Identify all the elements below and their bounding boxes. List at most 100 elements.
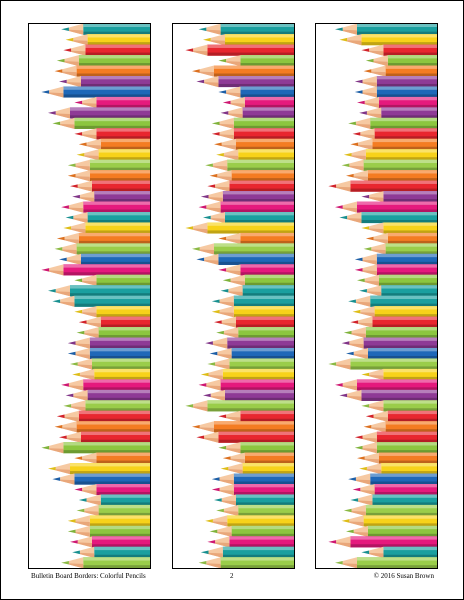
pencil-teal (361, 546, 437, 558)
pencil-yellow (361, 222, 437, 234)
pencil-magenta (218, 264, 294, 276)
pencil-green (56, 55, 150, 67)
pencil-teal (335, 24, 437, 35)
pencil-orange (363, 421, 437, 433)
pencil-lime (363, 243, 437, 255)
pencil-yellow (352, 306, 437, 318)
pencil-border-strip-left (28, 23, 151, 569)
pencil-yellow (74, 306, 150, 318)
pencil-orange (350, 138, 437, 150)
pencil-blue (354, 86, 437, 98)
pencil-purple (48, 107, 150, 119)
pencil-yellow (76, 149, 150, 161)
pencil-green (67, 525, 150, 537)
pencil-yellow (216, 149, 294, 161)
pencil-blue (59, 253, 150, 265)
pencil-orange (192, 421, 294, 433)
pencil-blue (348, 473, 437, 485)
footer-title: Bulletin Board Borders: Colorful Pencils (31, 572, 146, 580)
pencil-purple (341, 337, 437, 349)
pencil-teal (339, 212, 437, 224)
pencil-teal (220, 285, 294, 297)
pencil-orange (192, 65, 294, 77)
pencil-magenta (74, 484, 150, 496)
pencil-orange (209, 170, 294, 182)
pencil-green (343, 327, 437, 339)
pencil-purple (200, 191, 294, 203)
pencil-lime (341, 159, 437, 171)
pencil-magenta (335, 379, 437, 391)
pencil-red (74, 128, 150, 140)
pencil-yellow (185, 222, 294, 234)
pencil-yellow (205, 515, 294, 527)
pencil-red (361, 44, 437, 56)
pencil-lime (63, 400, 150, 412)
pencil-purple (359, 107, 437, 119)
pencil-red (214, 316, 294, 328)
pencil-red (211, 128, 294, 140)
pencil-orange (54, 421, 150, 433)
pencil-lime (185, 400, 294, 412)
pencil-purple (59, 76, 150, 88)
pencil-lime (216, 504, 294, 516)
pencil-lime (361, 400, 437, 412)
pencil-blue (218, 86, 294, 98)
pencil-red (70, 180, 150, 192)
pencil-lime (198, 557, 294, 568)
pencil-purple (203, 389, 294, 401)
pencil-purple (339, 389, 437, 401)
pencil-border-strip-right (315, 23, 438, 569)
pencil-magenta (352, 484, 437, 496)
pencil-blue (52, 473, 150, 485)
pencil-yellow (361, 368, 437, 380)
pencil-magenta (207, 536, 294, 548)
pencil-green (52, 117, 150, 129)
pencil-magenta (357, 96, 437, 108)
pencil-red (63, 44, 150, 56)
pencil-magenta (335, 201, 437, 213)
pencil-lime (343, 504, 437, 516)
pencil-orange (365, 232, 437, 244)
pencil-yellow (343, 149, 437, 161)
pencil-red (207, 180, 294, 192)
pencil-magenta (198, 379, 294, 391)
pencil-lime (76, 504, 150, 516)
pencil-green (74, 274, 150, 286)
pencil-purple (220, 107, 294, 119)
pencil-red (59, 431, 150, 443)
pencil-blue (67, 348, 150, 360)
pencil-lime (61, 557, 150, 568)
pencil-magenta (70, 536, 150, 548)
pencil-orange (363, 65, 437, 77)
pencil-red (350, 316, 437, 328)
pencil-orange (222, 452, 294, 464)
pencil-yellow (341, 515, 437, 527)
pencil-purple (72, 191, 150, 203)
pencil-magenta (222, 96, 294, 108)
pencil-yellow (339, 34, 437, 46)
pencil-green (209, 525, 294, 537)
pencil-orange (346, 170, 437, 182)
pencil-green (365, 55, 437, 67)
pencil-purple (196, 76, 294, 88)
pencil-magenta (328, 536, 437, 548)
pencil-blue (354, 253, 437, 265)
pencil-green (41, 442, 150, 454)
pencil-teal (203, 212, 294, 224)
pencil-red (185, 44, 294, 56)
pencil-lime (67, 159, 150, 171)
pencil-green (357, 274, 437, 286)
pencil-yellow (48, 463, 150, 475)
pencil-blue (209, 348, 294, 360)
pencil-lime (54, 243, 150, 255)
pencil-lime (205, 159, 294, 171)
pencil-magenta (211, 484, 294, 496)
pencil-lime (328, 358, 437, 370)
pencil-teal (78, 494, 150, 506)
pencil-yellow (63, 222, 150, 234)
pencil-teal (65, 212, 150, 224)
pencil-teal (350, 494, 437, 506)
pencil-red (354, 431, 437, 443)
pencil-yellow (203, 34, 294, 46)
